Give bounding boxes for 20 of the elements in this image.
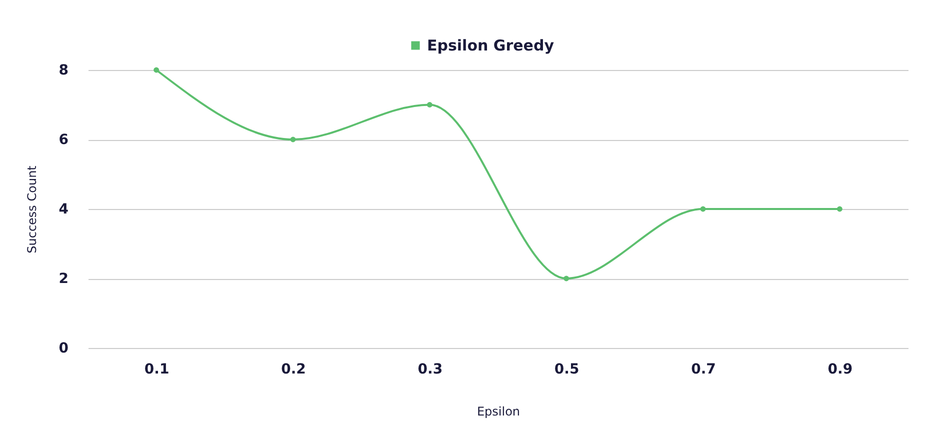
point xyxy=(836,206,842,212)
point xyxy=(154,67,160,73)
x-tick-label: 0.7 xyxy=(691,362,716,378)
x-tick-label: 0.3 xyxy=(418,362,443,378)
x-tick-label: 0.1 xyxy=(144,362,170,378)
y-tick-label: 0 xyxy=(58,340,69,356)
point xyxy=(700,206,706,212)
x-tick-label: 0.5 xyxy=(554,362,580,378)
x-axis-title: Epsilon xyxy=(476,404,520,418)
y-tick-label: 8 xyxy=(58,62,68,78)
point xyxy=(564,276,570,282)
x-tick-label: 0.2 xyxy=(281,362,306,378)
y-tick-label: 6 xyxy=(58,132,68,148)
point xyxy=(290,136,296,142)
y-tick-label: 2 xyxy=(58,271,68,287)
y-tick-label: 4 xyxy=(58,202,69,218)
x-tick-label: 0.9 xyxy=(828,362,853,378)
point xyxy=(426,102,432,108)
y-axis-title: Success Count xyxy=(24,165,39,254)
legend-label: Epsilon Greedy xyxy=(427,36,554,54)
